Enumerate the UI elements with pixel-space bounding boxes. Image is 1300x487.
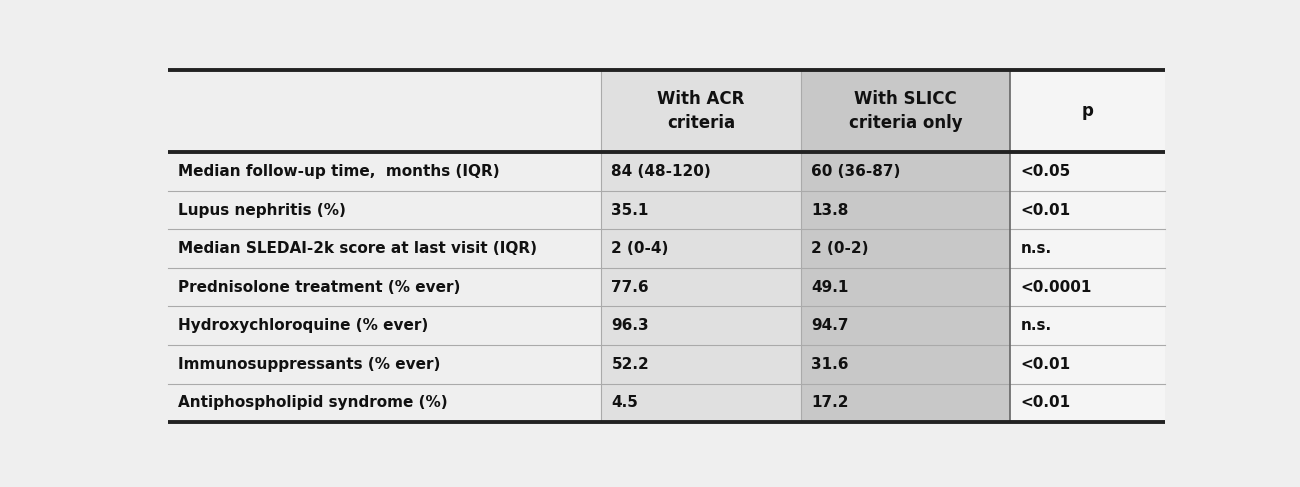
Bar [168,345,602,384]
Text: <0.01: <0.01 [1020,357,1071,372]
Text: criteria: criteria [667,114,736,132]
Bar [1010,384,1165,422]
Text: 31.6: 31.6 [811,357,849,372]
Text: criteria only: criteria only [849,114,962,132]
Bar [602,306,801,345]
Text: <0.01: <0.01 [1020,395,1071,411]
Text: With SLICC: With SLICC [854,90,957,108]
Text: 2 (0-4): 2 (0-4) [611,241,670,256]
Bar [168,384,602,422]
Text: 49.1: 49.1 [811,280,849,295]
Bar [1010,306,1165,345]
Text: <0.01: <0.01 [1020,203,1071,218]
Bar [1010,229,1165,268]
Text: p: p [1082,102,1093,120]
Text: 2 (0-2): 2 (0-2) [811,241,868,256]
Bar [1010,268,1165,306]
Text: n.s.: n.s. [1020,241,1052,256]
Bar [602,191,801,229]
Text: Prednisolone treatment (% ever): Prednisolone treatment (% ever) [178,280,460,295]
Bar [602,268,801,306]
Text: Immunosuppressants (% ever): Immunosuppressants (% ever) [178,357,439,372]
Bar [801,306,1010,345]
Text: 52.2: 52.2 [611,357,649,372]
Bar [801,152,1010,191]
Bar [801,384,1010,422]
Bar [801,268,1010,306]
Bar [168,229,602,268]
Text: Antiphospholipid syndrome (%): Antiphospholipid syndrome (%) [178,395,447,411]
Bar [1010,345,1165,384]
Bar [602,384,801,422]
Bar [1010,191,1165,229]
Bar [602,152,801,191]
Bar [1010,152,1165,191]
Bar [602,70,801,152]
Bar [801,70,1010,152]
Text: 77.6: 77.6 [611,280,649,295]
Text: <0.0001: <0.0001 [1020,280,1092,295]
Text: 17.2: 17.2 [811,395,849,411]
Text: n.s.: n.s. [1020,318,1052,333]
Bar [602,345,801,384]
Bar [801,229,1010,268]
Text: Median follow-up time,  months (IQR): Median follow-up time, months (IQR) [178,164,499,179]
Text: 84 (48-120): 84 (48-120) [611,164,711,179]
Text: <0.05: <0.05 [1020,164,1071,179]
Text: 4.5: 4.5 [611,395,638,411]
Text: Lupus nephritis (%): Lupus nephritis (%) [178,203,346,218]
Bar [168,306,602,345]
Text: Median SLEDAI-2k score at last visit (IQR): Median SLEDAI-2k score at last visit (IQ… [178,241,537,256]
Text: 94.7: 94.7 [811,318,849,333]
Bar [168,268,602,306]
Text: 96.3: 96.3 [611,318,649,333]
Text: 60 (36-87): 60 (36-87) [811,164,901,179]
Text: Hydroxychloroquine (% ever): Hydroxychloroquine (% ever) [178,318,428,333]
Text: 35.1: 35.1 [611,203,649,218]
Bar [168,70,602,152]
Bar [801,345,1010,384]
Bar [168,152,602,191]
Bar [1010,70,1165,152]
Text: With ACR: With ACR [658,90,745,108]
Bar [168,191,602,229]
Bar [602,229,801,268]
Bar [801,191,1010,229]
Text: 13.8: 13.8 [811,203,849,218]
